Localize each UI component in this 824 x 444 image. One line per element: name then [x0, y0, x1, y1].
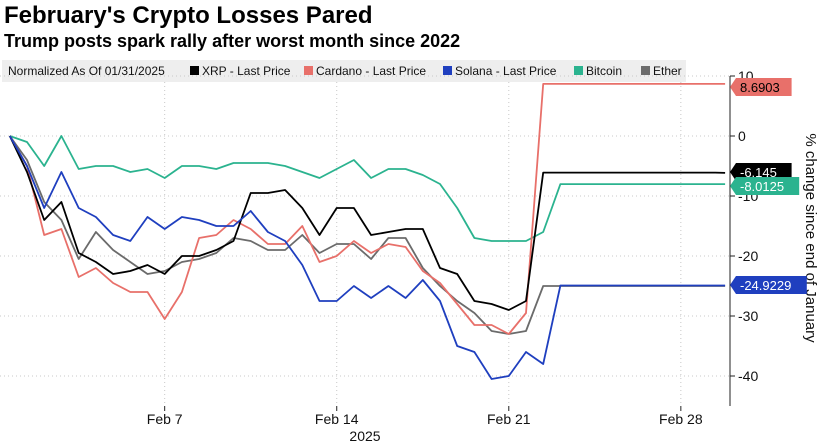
end-value-label: -8.0125: [740, 179, 784, 194]
x-tick-label: Feb 7: [147, 411, 183, 427]
series-line: [9, 135, 726, 380]
series-line: [8, 135, 726, 311]
gridlines: [0, 75, 730, 406]
legend-entry: Ether: [653, 64, 682, 78]
legend-swatch: [443, 66, 452, 75]
legend-swatch: [304, 66, 313, 75]
x-tick-label: Feb 28: [659, 411, 703, 427]
legend-swatch: [190, 66, 199, 75]
page-subtitle: Trump posts spark rally after worst mont…: [4, 31, 461, 51]
series-lines: [8, 83, 726, 380]
legend-entry: XRP - Last Price: [202, 64, 291, 78]
end-value-label: 8.6903: [740, 80, 780, 95]
legend-entry: Cardano - Last Price: [316, 64, 426, 78]
end-value-label: -6.145: [740, 165, 777, 180]
y-axis-title: % change since end of January: [802, 133, 819, 343]
x-tick-label: Feb 14: [315, 411, 359, 427]
legend-entry: Bitcoin: [586, 64, 622, 78]
end-value-label: -24.9229: [740, 278, 791, 293]
series-line: [9, 83, 726, 335]
legend-swatch: [641, 66, 650, 75]
legend-entry: Solana - Last Price: [455, 64, 557, 78]
x-year-label: 2025: [349, 428, 380, 444]
end-label-box: [730, 163, 792, 181]
end-label-box: [730, 177, 800, 195]
y-tick-label: -20: [738, 248, 758, 264]
end-value-labels: -6.145 8.6903 -24.9229 -8.0125: [730, 78, 807, 294]
end-label-box: [730, 276, 807, 294]
legend-swatch: [574, 66, 583, 75]
series-line: [9, 135, 726, 335]
y-tick-label: 0: [738, 128, 746, 144]
y-tick-label: -30: [738, 308, 758, 324]
legend-note: Normalized As Of 01/31/2025: [8, 64, 165, 78]
x-tick-label: Feb 21: [487, 411, 531, 427]
end-label-box: [730, 78, 792, 96]
y-tick-label: -40: [738, 368, 758, 384]
page-title: February's Crypto Losses Pared: [4, 2, 373, 29]
series-line: [9, 135, 726, 242]
legend: Normalized As Of 01/31/2025 XRP - Last Pr…: [2, 60, 686, 82]
